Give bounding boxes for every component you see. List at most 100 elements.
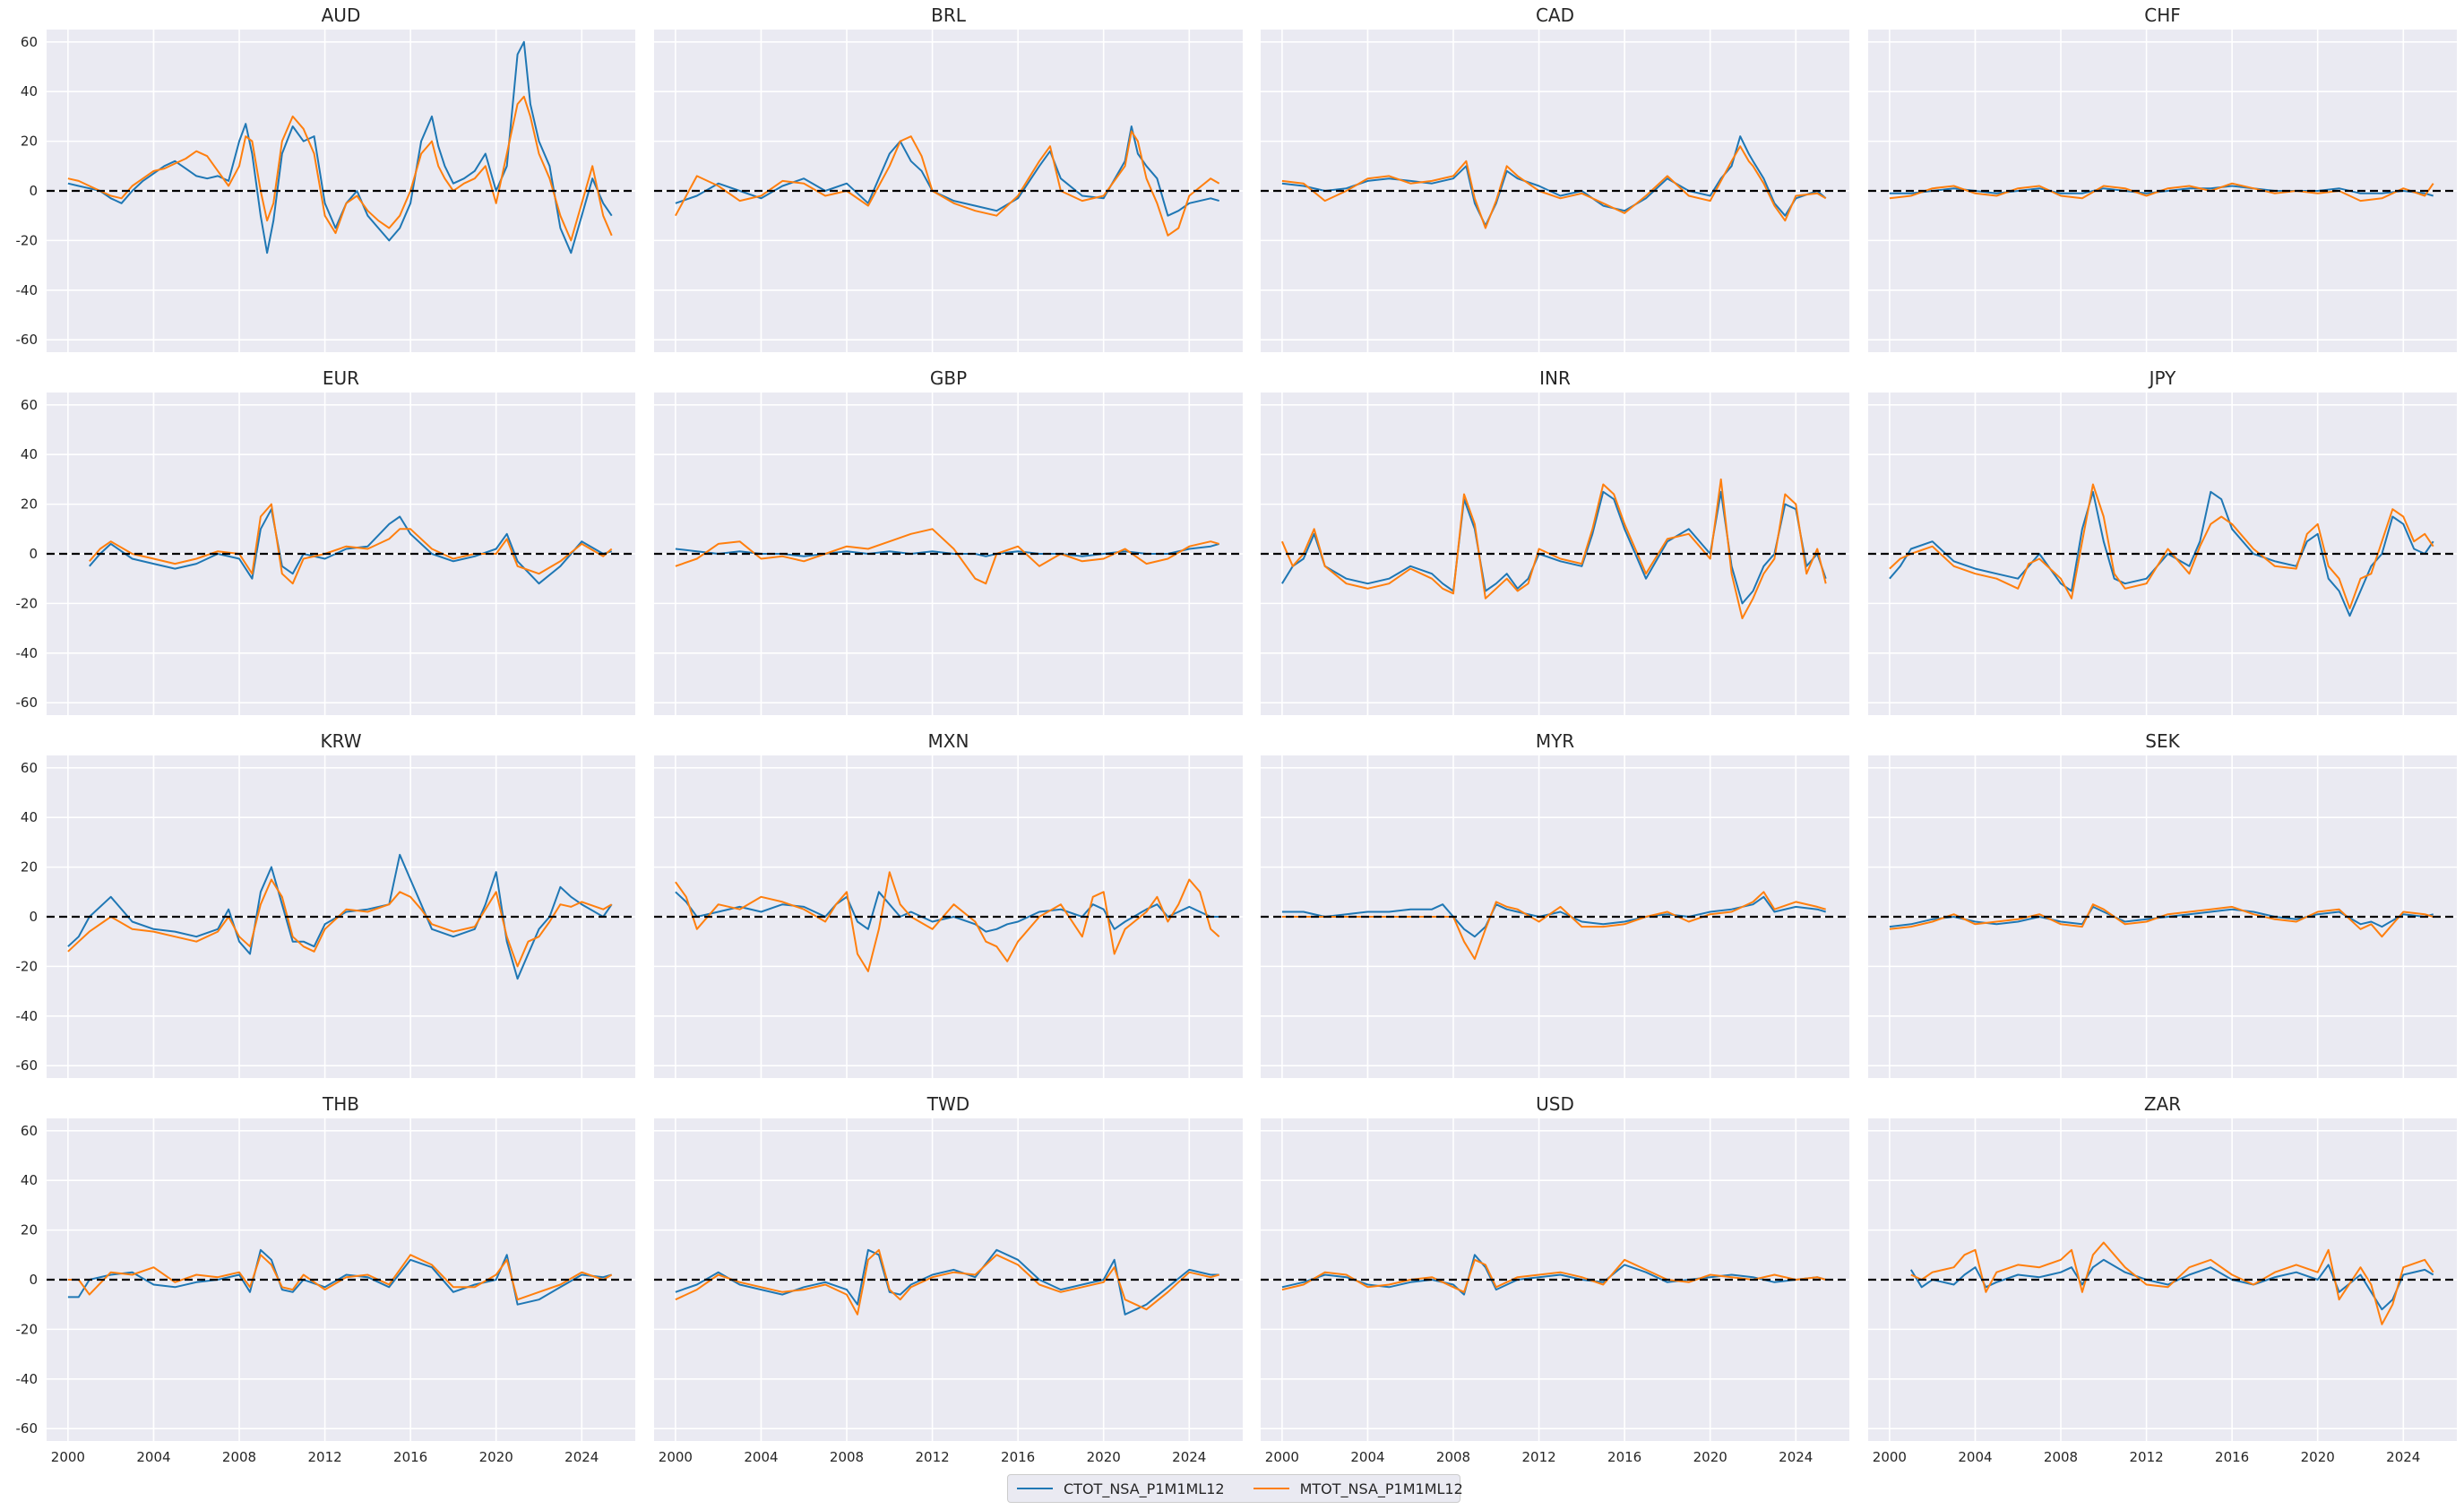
x-tick-label: 2004 bbox=[136, 1449, 170, 1465]
y-tick-label: -60 bbox=[16, 695, 39, 711]
y-tick-label: 40 bbox=[21, 446, 38, 462]
y-tick-label: 20 bbox=[21, 1222, 38, 1238]
x-tick-label: 2024 bbox=[2386, 1449, 2420, 1465]
panel-title-inr: INR bbox=[1539, 367, 1571, 389]
panel-title-mxn: MXN bbox=[928, 730, 969, 752]
x-tick-label: 2012 bbox=[915, 1449, 949, 1465]
panel-title-cad: CAD bbox=[1536, 4, 1574, 26]
panel-title-jpy: JPY bbox=[2148, 367, 2177, 389]
series-line-krw-mtot bbox=[67, 878, 613, 968]
x-tick-label: 2020 bbox=[479, 1449, 513, 1465]
panel-krw: KRW -60 -40 -20 0 20 40 60 bbox=[16, 730, 635, 1078]
x-tick-label: 2016 bbox=[1607, 1449, 1641, 1465]
series-line-thb-mtot bbox=[67, 1254, 613, 1301]
panel-title-chf: CHF bbox=[2144, 4, 2181, 26]
y-tick-label: 0 bbox=[29, 1272, 38, 1288]
series-line-cad-mtot bbox=[1281, 145, 1827, 229]
series-line-brl-mtot bbox=[675, 130, 1220, 237]
x-tick-label: 2000 bbox=[1873, 1449, 1907, 1465]
panel-sek: SEK bbox=[1868, 730, 2457, 1078]
panel-thb: THB -60 -40 -20 0 20 40 60 bbox=[16, 1093, 635, 1441]
panel-title-aud: AUD bbox=[322, 4, 361, 26]
legend-item-ctot: CTOT_NSA_P1M1ML12 bbox=[1017, 1480, 1225, 1497]
series-line-twd-mtot bbox=[675, 1248, 1219, 1316]
x-tick-label: 2008 bbox=[1436, 1449, 1470, 1465]
y-tick-label: 20 bbox=[21, 496, 38, 513]
y-tick-label: 0 bbox=[29, 546, 38, 562]
panel-inr: INR bbox=[1261, 367, 1849, 715]
grid-eur bbox=[47, 393, 635, 715]
series-line-inr-mtot bbox=[1280, 478, 1827, 619]
legend: CTOT_NSA_P1M1ML12 MTOT_NSA_P1M1ML12 bbox=[1007, 1474, 1463, 1503]
x-tick-label: 2020 bbox=[2301, 1449, 2335, 1465]
x-tick-label: 2016 bbox=[393, 1449, 427, 1465]
series-line-zar-mtot bbox=[1910, 1241, 2434, 1325]
panel-title-brl: BRL bbox=[931, 4, 967, 26]
panel-zar: ZAR bbox=[1868, 1093, 2457, 1441]
panel-title-gbp: GBP bbox=[930, 367, 967, 389]
panel-title-eur: EUR bbox=[323, 367, 359, 389]
series-line-jpy-mtot bbox=[1889, 483, 2434, 609]
x-tick-label: 2024 bbox=[1779, 1449, 1813, 1465]
y-tick-label: 60 bbox=[21, 760, 38, 776]
panel-title-twd: TWD bbox=[926, 1093, 969, 1115]
panel-cad: CAD bbox=[1261, 4, 1849, 352]
series-line-usd-mtot bbox=[1281, 1258, 1826, 1293]
y-tick-label: 40 bbox=[21, 83, 38, 99]
series-line-sek-mtot bbox=[1889, 903, 2434, 938]
series-line-aud-mtot bbox=[67, 95, 613, 242]
legend-label-ctot: CTOT_NSA_P1M1ML12 bbox=[1064, 1480, 1225, 1497]
panel-jpy: JPY bbox=[1868, 367, 2457, 715]
grid-mxn bbox=[654, 755, 1243, 1078]
grid-myr bbox=[1261, 755, 1849, 1078]
x-tick-label: 2008 bbox=[2044, 1449, 2078, 1465]
x-tick-label: 2004 bbox=[1350, 1449, 1384, 1465]
panel-gbp: GBP bbox=[654, 367, 1243, 715]
legend-swatch-mtot bbox=[1253, 1488, 1289, 1489]
y-tick-label: -40 bbox=[16, 645, 39, 661]
legend-item-mtot: MTOT_NSA_P1M1ML12 bbox=[1253, 1480, 1463, 1497]
x-tick-label: 2000 bbox=[1265, 1449, 1299, 1465]
panel-title-krw: KRW bbox=[321, 730, 362, 752]
y-tick-label: -60 bbox=[16, 332, 39, 348]
y-tick-label: -20 bbox=[16, 232, 39, 248]
y-tick-label: -40 bbox=[16, 1371, 39, 1387]
y-tick-label: -40 bbox=[16, 282, 39, 298]
y-tick-label: -60 bbox=[16, 1057, 39, 1074]
x-tick-label: 2008 bbox=[830, 1449, 864, 1465]
x-tick-label: 2012 bbox=[307, 1449, 341, 1465]
series-line-twd-ctot bbox=[675, 1248, 1219, 1316]
y-tick-label: -20 bbox=[16, 595, 39, 611]
x-tick-label: 2004 bbox=[1958, 1449, 1992, 1465]
y-tick-label: 40 bbox=[21, 1172, 38, 1188]
legend-swatch-ctot bbox=[1017, 1488, 1053, 1489]
grid-jpy bbox=[1868, 393, 2457, 715]
panel-title-sek: SEK bbox=[2145, 730, 2180, 752]
y-tick-label: 60 bbox=[21, 34, 38, 50]
y-tick-label: 20 bbox=[21, 859, 38, 876]
series-line-eur-mtot bbox=[89, 503, 613, 585]
panel-twd: TWD bbox=[654, 1093, 1243, 1441]
y-tick-label: -20 bbox=[16, 958, 39, 974]
panel-title-myr: MYR bbox=[1536, 730, 1574, 752]
panel-aud: AUD -60 -40 -20 0 20 40 60 bbox=[16, 4, 635, 352]
x-tick-label: 2024 bbox=[1172, 1449, 1206, 1465]
panel-myr: MYR bbox=[1261, 730, 1849, 1078]
series-line-inr-ctot bbox=[1281, 490, 1827, 605]
x-tick-label: 2020 bbox=[1693, 1449, 1727, 1465]
x-tick-label: 2016 bbox=[1001, 1449, 1035, 1465]
series-line-gbp-mtot bbox=[675, 528, 1219, 585]
y-tick-label: 40 bbox=[21, 809, 38, 825]
x-tick-label: 2016 bbox=[2215, 1449, 2249, 1465]
x-tick-label: 2012 bbox=[2129, 1449, 2163, 1465]
x-tick-label: 2024 bbox=[564, 1449, 599, 1465]
y-tick-label: 0 bbox=[29, 909, 38, 925]
series-line-mxn-mtot bbox=[675, 871, 1220, 972]
x-tick-label: 2000 bbox=[659, 1449, 693, 1465]
y-tick-label: -60 bbox=[16, 1420, 39, 1437]
legend-label-mtot: MTOT_NSA_P1M1ML12 bbox=[1299, 1480, 1463, 1497]
panel-eur: EUR -60 -40 -20 0 20 40 60 bbox=[16, 367, 635, 715]
y-tick-label: -20 bbox=[16, 1321, 39, 1337]
y-tick-label: -40 bbox=[16, 1008, 39, 1024]
